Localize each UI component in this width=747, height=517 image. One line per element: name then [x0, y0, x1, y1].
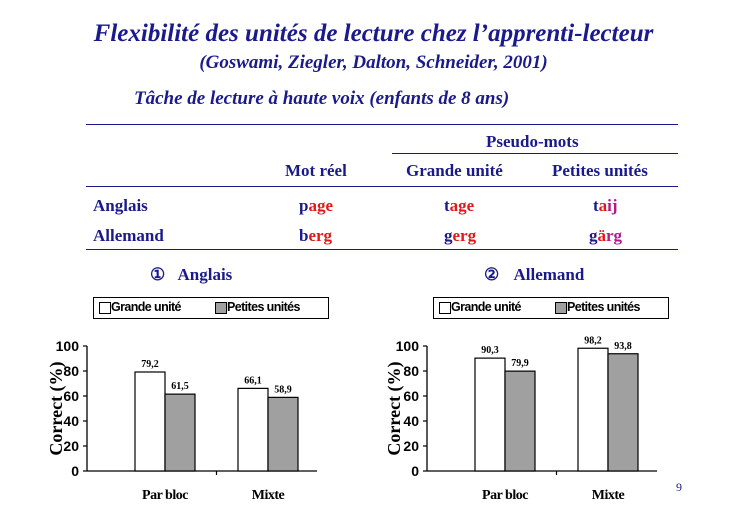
circled-two-marker: ② [484, 265, 500, 284]
x-category-label: Par bloc [142, 488, 188, 503]
y-tick-label: 80 [63, 363, 79, 379]
y-tick-label: 20 [403, 438, 419, 454]
y-tick-label: 80 [403, 363, 419, 379]
word-segment: erg [308, 226, 333, 245]
x-category-label: Mixte [252, 488, 285, 503]
x-category-label: Mixte [592, 488, 625, 503]
row-label-allemand: Allemand [93, 226, 164, 245]
legend-anglais: Grande unité Petites unités [93, 297, 329, 319]
word-cell: gärg [589, 226, 622, 246]
data-label: 79,2 [141, 359, 159, 370]
y-tick-label: 40 [403, 413, 419, 429]
y-axis-label: Correct (%) [46, 361, 67, 455]
word-segment: t [444, 196, 450, 215]
panel-label-anglais: ① Anglais [150, 265, 232, 285]
y-tick-label: 100 [56, 338, 80, 354]
word-segment: erg [452, 226, 477, 245]
word-cell: tage [444, 196, 474, 216]
bar [164, 393, 196, 472]
group-header-rule [392, 153, 678, 154]
word-cell: taij [593, 196, 618, 216]
circled-one-marker: ① [150, 265, 166, 284]
data-label: 79,9 [511, 358, 529, 369]
bar [504, 370, 536, 472]
bar [577, 347, 609, 472]
col-header-petites-unites: Petites unités [552, 161, 648, 180]
y-tick-label: 0 [411, 463, 419, 479]
word-segment: rg [606, 226, 623, 245]
bar [474, 357, 506, 472]
panel-title: Anglais [177, 265, 233, 284]
word-cell: page [299, 196, 333, 216]
legend-label: Petites unités [567, 300, 640, 314]
legend-label: Petites unités [227, 300, 300, 314]
word-segment: g [444, 226, 453, 245]
y-tick-label: 60 [403, 388, 419, 404]
y-tick-label: 20 [63, 438, 79, 454]
bar [134, 371, 166, 472]
slide-citation: (Goswami, Ziegler, Dalton, Schneider, 20… [199, 52, 548, 73]
page-number: 9 [676, 480, 682, 494]
table-top-rule [86, 124, 678, 125]
x-category-label: Par bloc [482, 488, 528, 503]
y-tick-label: 0 [71, 463, 79, 479]
legend-swatch-white [439, 302, 451, 314]
bar [607, 353, 639, 472]
word-cell: gerg [444, 226, 476, 246]
word-segment: b [299, 226, 309, 245]
legend-label: Grande unité [451, 300, 522, 314]
word-segment: age [308, 196, 334, 215]
y-tick-label: 60 [63, 388, 79, 404]
col-header-grande-unite: Grande unité [406, 161, 503, 180]
word-segment: a [598, 196, 608, 215]
slide-subtitle: Tâche de lecture à haute voix (enfants d… [134, 88, 510, 109]
slide-title: Flexibilité des unités de lecture chez l… [93, 20, 654, 47]
header-bottom-rule [86, 186, 678, 187]
data-label: 66,1 [244, 375, 262, 386]
word-segment: t [593, 196, 599, 215]
word-segment: ij [607, 196, 618, 215]
row-label-anglais: Anglais [93, 196, 148, 215]
data-label: 93,8 [614, 341, 632, 352]
table-bottom-rule [86, 249, 678, 250]
legend-label: Grande unité [111, 300, 182, 314]
y-axis-label: Correct (%) [384, 361, 405, 455]
word-segment: g [589, 226, 598, 245]
col-header-mot-reel: Mot réel [285, 161, 347, 180]
pseudo-mots-header: Pseudo-mots [486, 132, 579, 151]
bar [267, 396, 299, 472]
panel-label-allemand: ② Allemand [484, 265, 584, 285]
word-segment: p [299, 196, 309, 215]
y-tick-label: 40 [63, 413, 79, 429]
data-label: 58,9 [274, 384, 292, 395]
word-segment: ä [597, 226, 607, 245]
y-tick-label: 100 [396, 338, 420, 354]
legend-swatch-gray [215, 302, 227, 314]
legend-allemand: Grande unité Petites unités [433, 297, 669, 319]
panel-title: Allemand [513, 265, 585, 284]
data-label: 61,5 [171, 381, 189, 392]
word-segment: age [449, 196, 475, 215]
bar [237, 387, 269, 472]
legend-swatch-white [99, 302, 111, 314]
word-cell: berg [299, 226, 332, 246]
data-label: 90,3 [481, 345, 499, 356]
legend-swatch-gray [555, 302, 567, 314]
data-label: 98,2 [584, 335, 602, 346]
